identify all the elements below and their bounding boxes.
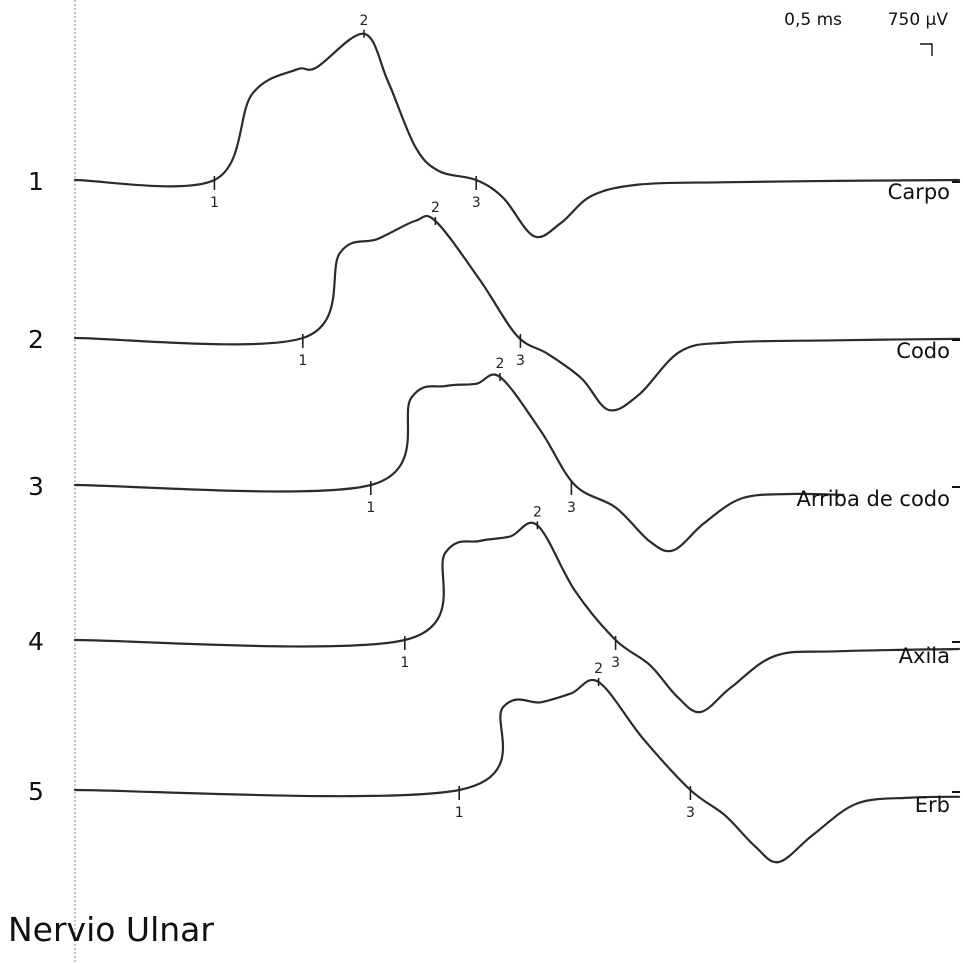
marker-label-4-3: 3 bbox=[611, 655, 620, 671]
trace-label-3: Arriba de codo bbox=[797, 487, 950, 511]
amplitude-scale-label: 750 µV bbox=[888, 10, 949, 30]
marker-label-2-2: 2 bbox=[431, 200, 440, 216]
marker-label-3-1: 1 bbox=[366, 500, 375, 516]
marker-label-5-1: 1 bbox=[455, 805, 464, 821]
time-scale-label: 0,5 ms bbox=[784, 10, 842, 30]
trace-number-4: 4 bbox=[28, 627, 44, 656]
marker-label-2-1: 1 bbox=[298, 353, 307, 369]
marker-label-4-2: 2 bbox=[533, 504, 542, 520]
marker-label-2-3: 3 bbox=[516, 353, 525, 369]
marker-label-4-1: 1 bbox=[400, 655, 409, 671]
trace-line-4 bbox=[73, 521, 961, 714]
marker-label-5-3: 3 bbox=[686, 805, 695, 821]
scale-marker-icon bbox=[920, 43, 933, 56]
marker-label-1-2: 2 bbox=[360, 13, 369, 29]
trace-label-1: Carpo bbox=[888, 180, 950, 204]
page-title: Nervio Ulnar bbox=[8, 910, 214, 949]
trace-number-2: 2 bbox=[28, 325, 44, 354]
trace-line-2 bbox=[73, 214, 961, 412]
trace-label-5: Erb bbox=[915, 793, 950, 817]
marker-label-1-1: 1 bbox=[210, 195, 219, 211]
trace-number-3: 3 bbox=[28, 472, 44, 501]
trace-line-3 bbox=[73, 373, 845, 553]
marker-label-1-3: 3 bbox=[472, 195, 481, 211]
marker-label-5-2: 2 bbox=[594, 661, 603, 677]
trace-number-1: 1 bbox=[28, 167, 44, 196]
trace-number-5: 5 bbox=[28, 777, 44, 806]
marker-label-3-3: 3 bbox=[567, 500, 576, 516]
trace-label-4: Axila bbox=[899, 644, 950, 668]
trace-line-1 bbox=[73, 32, 961, 239]
trace-label-2: Codo bbox=[896, 339, 950, 363]
trace-line-5 bbox=[73, 679, 961, 864]
marker-label-3-2: 2 bbox=[496, 356, 505, 372]
